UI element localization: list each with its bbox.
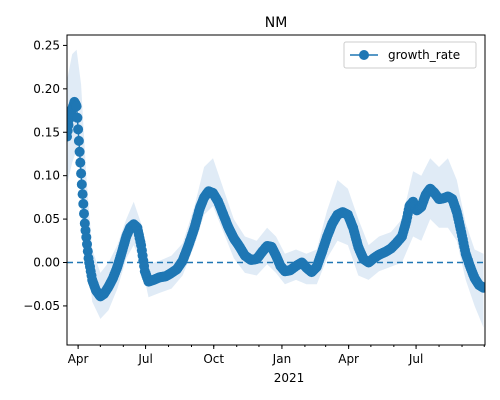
legend-point-marker xyxy=(359,50,369,60)
x-tick-label: Jan xyxy=(272,352,292,366)
growth-rate-markers xyxy=(67,96,485,302)
x-tick-label: Jul xyxy=(137,352,152,366)
y-tick-label: −0.05 xyxy=(23,299,60,313)
axes: −0.05 0.00 0.05 0.10 0.15 0.20 0.25 Apr Jul Oct Ja… xyxy=(23,34,486,366)
growth-rate-point xyxy=(76,179,87,190)
growth-rate-point xyxy=(79,208,89,219)
legend-box xyxy=(343,41,477,69)
growth-rate-point xyxy=(77,189,88,200)
growth-rate-point xyxy=(72,112,83,123)
x-tick-label: Apr xyxy=(338,352,359,366)
x-tick-label: Oct xyxy=(203,352,224,366)
plot-frame xyxy=(66,34,486,346)
legend-label-growth-rate: growth_rate xyxy=(388,48,460,62)
growth-rate-point xyxy=(76,168,87,179)
plot-area xyxy=(67,49,485,328)
growth-rate-point xyxy=(73,135,84,146)
chart-title: NM xyxy=(265,15,288,31)
y-tick-label: 0.05 xyxy=(33,212,60,226)
growth-rate-point xyxy=(75,157,86,168)
x-tick-label: Jul xyxy=(408,352,423,366)
y-tick-label: 0.10 xyxy=(33,169,60,183)
plot-content xyxy=(67,49,485,328)
x-axis-year-label: 2021 xyxy=(274,371,305,385)
legend: growth_rate xyxy=(343,41,477,69)
y-tick-label: 0.20 xyxy=(33,82,60,96)
x-tick-label: Apr xyxy=(68,352,89,366)
growth-rate-point xyxy=(73,124,84,135)
y-tick-label: 0.15 xyxy=(33,125,60,139)
growth-rate-point xyxy=(478,282,485,293)
growth-rate-point xyxy=(71,101,82,112)
y-tick-label: 0.00 xyxy=(33,256,60,270)
growth-rate-point xyxy=(74,146,85,157)
growth-rate-point xyxy=(78,198,89,209)
y-tick-label: 0.25 xyxy=(33,38,60,52)
